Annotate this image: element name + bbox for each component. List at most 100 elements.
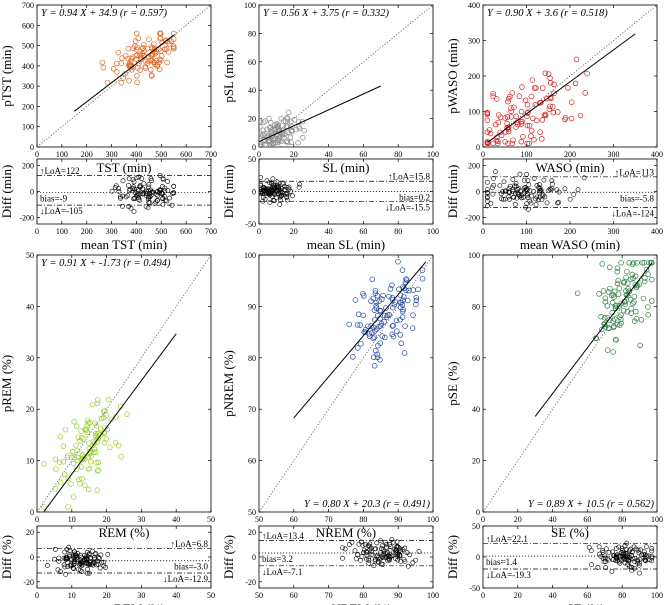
data-point xyxy=(366,331,372,337)
data-point xyxy=(484,109,491,116)
data-point xyxy=(278,138,285,145)
data-point xyxy=(140,186,146,192)
data-point xyxy=(518,108,525,115)
data-point xyxy=(567,196,573,202)
data-point xyxy=(623,288,629,294)
data-point xyxy=(289,129,295,135)
data-point xyxy=(395,258,401,265)
data-point xyxy=(355,311,362,318)
data-point xyxy=(484,111,491,118)
data-point xyxy=(401,285,407,292)
y-axis-label: Diff (min) xyxy=(221,165,236,219)
data-point xyxy=(649,259,655,266)
data-point xyxy=(402,545,408,551)
data-point xyxy=(401,350,408,356)
data-point xyxy=(544,200,550,206)
data-point xyxy=(394,328,400,334)
data-point xyxy=(137,191,143,197)
data-point xyxy=(413,301,419,308)
y-tick-label: 200 xyxy=(468,72,480,81)
data-point xyxy=(543,95,550,102)
data-point xyxy=(153,199,159,205)
data-point xyxy=(621,556,627,562)
y-tick-label: 30 xyxy=(26,354,34,363)
x-tick-label: 100 xyxy=(427,227,439,236)
x-axis-label: mean SE (%) xyxy=(535,601,604,605)
data-point xyxy=(171,190,177,196)
plot-area xyxy=(259,255,433,512)
data-point xyxy=(124,411,130,417)
y-axis-label: pSL (min) xyxy=(221,49,236,102)
x-axis-label: TST (min) xyxy=(96,160,151,175)
data-point xyxy=(389,537,395,542)
data-point xyxy=(60,443,67,449)
data-point xyxy=(143,191,149,196)
data-point xyxy=(377,340,384,346)
data-point xyxy=(547,186,553,192)
data-point xyxy=(41,461,47,467)
y-tick-label: 100 xyxy=(244,251,256,260)
y-tick-label: 20 xyxy=(248,115,256,124)
data-point xyxy=(525,191,530,197)
x-tick-label: 20 xyxy=(514,515,522,524)
data-point xyxy=(605,289,612,295)
data-point xyxy=(125,193,131,198)
data-point xyxy=(86,465,92,472)
data-point xyxy=(273,121,280,127)
data-point xyxy=(93,449,99,456)
data-point xyxy=(406,287,412,294)
data-point xyxy=(278,193,284,199)
data-point xyxy=(537,182,542,188)
data-point xyxy=(137,197,143,203)
data-point xyxy=(491,182,497,188)
data-point xyxy=(524,110,531,116)
data-point xyxy=(633,308,639,315)
x-tick-label: 40 xyxy=(549,591,557,600)
plot-area xyxy=(259,175,433,207)
data-point xyxy=(371,363,378,369)
data-point xyxy=(617,560,623,566)
data-point xyxy=(52,556,57,562)
data-point xyxy=(162,188,168,194)
data-point xyxy=(82,482,88,489)
data-point xyxy=(631,544,637,550)
data-point xyxy=(611,288,618,295)
data-point xyxy=(259,143,263,147)
data-point xyxy=(639,552,645,558)
x-tick-label: 40 xyxy=(325,227,333,236)
y-tick-label: 20 xyxy=(248,528,256,537)
data-point xyxy=(397,317,403,323)
data-point xyxy=(647,557,653,563)
data-point xyxy=(70,494,77,500)
data-point xyxy=(85,486,92,493)
data-point xyxy=(397,304,404,311)
plot-area xyxy=(37,173,211,214)
x-tick-label: 80 xyxy=(359,591,367,600)
data-point xyxy=(500,197,506,202)
data-point xyxy=(112,439,119,446)
y-tick-label: -20 xyxy=(23,578,34,587)
data-point xyxy=(649,298,655,304)
data-point xyxy=(267,119,274,126)
data-point xyxy=(528,127,535,134)
data-point xyxy=(613,546,619,551)
x-tick-label: 20 xyxy=(103,591,111,600)
data-point xyxy=(377,357,383,363)
data-point xyxy=(524,171,529,177)
data-point xyxy=(86,440,92,446)
data-point xyxy=(562,116,568,123)
data-point xyxy=(490,90,496,97)
data-point xyxy=(170,30,177,37)
data-point xyxy=(507,196,512,202)
data-point xyxy=(275,137,281,144)
data-point xyxy=(636,281,643,287)
plot-area xyxy=(483,5,657,147)
data-point xyxy=(489,185,495,191)
data-point xyxy=(521,178,527,183)
data-point xyxy=(588,548,594,554)
data-point xyxy=(372,546,378,552)
data-point xyxy=(549,178,555,184)
data-point xyxy=(484,194,490,199)
data-point xyxy=(582,90,588,96)
